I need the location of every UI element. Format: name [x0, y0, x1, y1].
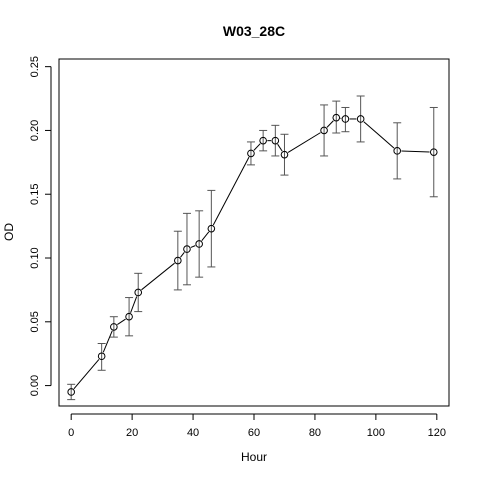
error-bar — [246, 141, 255, 166]
error-bar — [109, 316, 118, 338]
series-line-segment — [401, 150, 430, 153]
error-bar — [332, 100, 341, 134]
y-axis-label: OD — [2, 223, 16, 241]
data-series — [67, 95, 438, 401]
series-line-segment — [117, 318, 126, 325]
data-point — [393, 147, 402, 155]
data-point — [174, 256, 182, 265]
x-tick-label: 80 — [309, 427, 321, 439]
y-tick-label: 0.15 — [29, 184, 41, 205]
plot-frame — [58, 58, 450, 407]
data-point — [259, 136, 267, 145]
error-bar — [341, 106, 350, 133]
x-tick-label: 120 — [428, 427, 446, 439]
data-point — [183, 245, 191, 253]
error-bar — [97, 342, 106, 371]
error-bar — [356, 95, 365, 143]
series-line-segment — [212, 156, 250, 226]
error-bar — [393, 122, 402, 180]
data-point — [341, 115, 350, 123]
data-point — [207, 224, 216, 233]
y-tick-label: 0.20 — [29, 120, 41, 141]
error-bar — [320, 104, 329, 157]
data-point — [67, 388, 75, 396]
series-line-segment — [73, 359, 100, 390]
series-line-segment — [253, 143, 261, 151]
x-tick-label: 40 — [187, 427, 199, 439]
error-bar — [280, 133, 289, 176]
series-line-segment — [277, 143, 283, 152]
series-line-segment — [102, 330, 113, 353]
y-tick-label: 0.25 — [29, 56, 41, 77]
error-bar — [182, 212, 191, 286]
error-bar — [207, 189, 216, 268]
x-tick-label: 60 — [248, 427, 260, 439]
error-bar — [134, 272, 143, 313]
y-tick-label: 0.10 — [29, 247, 41, 268]
series-line-segment — [141, 262, 175, 291]
data-point — [356, 115, 365, 123]
data-point — [280, 150, 289, 159]
x-tick-label: 100 — [367, 427, 385, 439]
data-point — [125, 312, 133, 321]
data-point — [195, 240, 203, 248]
y-tick-label: 0.00 — [29, 375, 41, 396]
data-point — [320, 126, 328, 135]
error-bar — [67, 383, 76, 401]
x-tick-label: 0 — [68, 427, 74, 439]
series-line-segment — [190, 245, 196, 248]
chart-title: W03_28C — [223, 23, 285, 39]
x-axis: 0 20 40 60 80 100 120 — [68, 413, 446, 439]
x-tick-label: 20 — [126, 427, 138, 439]
series-line-segment — [287, 132, 321, 153]
error-bar — [173, 230, 182, 291]
error-bar — [195, 210, 204, 278]
data-point — [271, 136, 280, 145]
data-point — [97, 352, 106, 361]
series-line-segment — [130, 296, 138, 313]
error-bar — [125, 297, 134, 337]
error-bar — [429, 106, 438, 198]
data-point — [134, 288, 143, 297]
series-line-segment — [326, 120, 334, 128]
data-point — [332, 113, 341, 122]
x-axis-label: Hour — [241, 450, 267, 464]
series-line-segment — [363, 121, 395, 149]
data-point — [247, 149, 255, 158]
error-bar — [271, 124, 280, 157]
y-tick-label: 0.05 — [29, 311, 41, 332]
y-axis: 0.00 0.05 0.10 0.15 0.20 0.25 — [29, 56, 52, 396]
data-point — [110, 323, 118, 331]
series-line-segment — [180, 252, 185, 258]
series-line-segment — [201, 231, 210, 242]
error-bar — [259, 129, 268, 152]
data-point — [429, 148, 438, 156]
